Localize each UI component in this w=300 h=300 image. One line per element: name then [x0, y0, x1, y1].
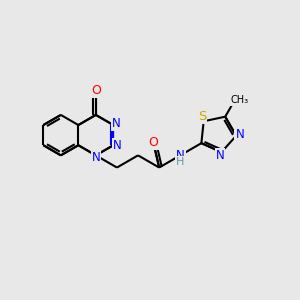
Text: N: N — [92, 151, 100, 164]
Text: N: N — [236, 128, 244, 141]
Text: H: H — [176, 157, 184, 167]
Text: S: S — [198, 110, 206, 123]
Text: CH₃: CH₃ — [231, 95, 249, 106]
Text: N: N — [216, 149, 224, 162]
Text: O: O — [91, 84, 101, 97]
Text: N: N — [112, 117, 121, 130]
Text: N: N — [176, 149, 184, 162]
Text: N: N — [113, 139, 122, 152]
Text: O: O — [148, 136, 158, 149]
